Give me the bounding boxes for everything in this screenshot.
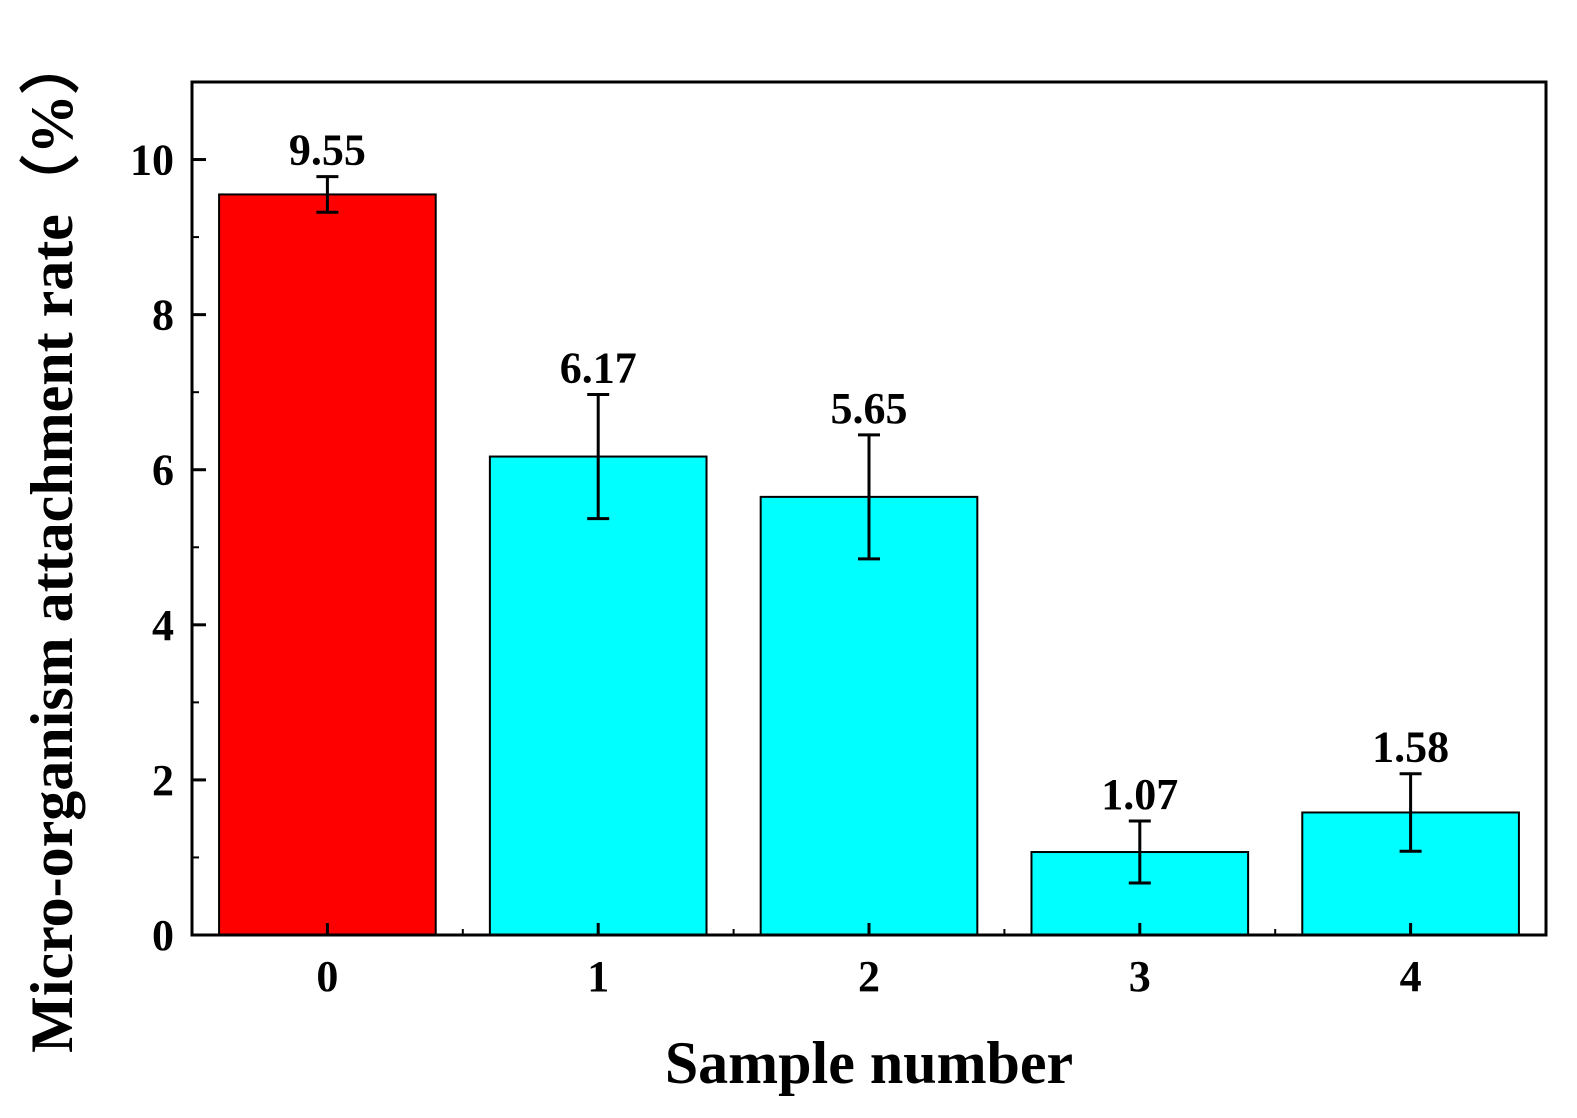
y-tick-label-6: 6	[152, 446, 174, 495]
x-axis-ticks: 0 1 2 3 4	[316, 923, 1422, 1001]
bar-1	[488, 455, 708, 936]
y-tick-label-2: 2	[152, 756, 174, 805]
data-label-0: 9.55	[289, 126, 366, 175]
y-tick-label-0: 0	[152, 911, 174, 960]
data-label-2: 5.65	[831, 384, 908, 433]
x-tick-label-1: 1	[587, 952, 609, 1001]
x-axis-title: Sample number	[665, 1030, 1073, 1096]
error-bar-3	[1128, 819, 1151, 885]
x-tick-label-3: 3	[1129, 952, 1151, 1001]
y-axis-ticks: 0 2 4 6 8 10	[130, 136, 206, 960]
y-axis-title: Micro-organism attachment rate（%）	[18, 34, 85, 1053]
y-tick-label-4: 4	[152, 601, 174, 650]
y-tick-label-10: 10	[130, 136, 174, 185]
y-tick-label-8: 8	[152, 291, 174, 340]
bar-0	[218, 193, 437, 936]
error-bar-1	[587, 393, 610, 521]
error-bar-4	[1399, 772, 1422, 853]
error-bars-layer	[316, 175, 1422, 885]
data-label-3: 1.07	[1101, 770, 1178, 819]
x-tick-label-0: 0	[316, 952, 338, 1001]
x-tick-label-2: 2	[858, 952, 880, 1001]
x-tick-label-4: 4	[1400, 952, 1422, 1001]
data-labels-layer: 9.55 6.17 5.65 1.07 1.58	[289, 126, 1449, 819]
bars-layer	[218, 193, 1520, 937]
error-bar-2	[858, 433, 880, 561]
error-bar-0	[316, 175, 339, 214]
bar-2	[759, 495, 979, 936]
data-label-4: 1.58	[1372, 723, 1449, 772]
data-label-1: 6.17	[560, 344, 637, 393]
